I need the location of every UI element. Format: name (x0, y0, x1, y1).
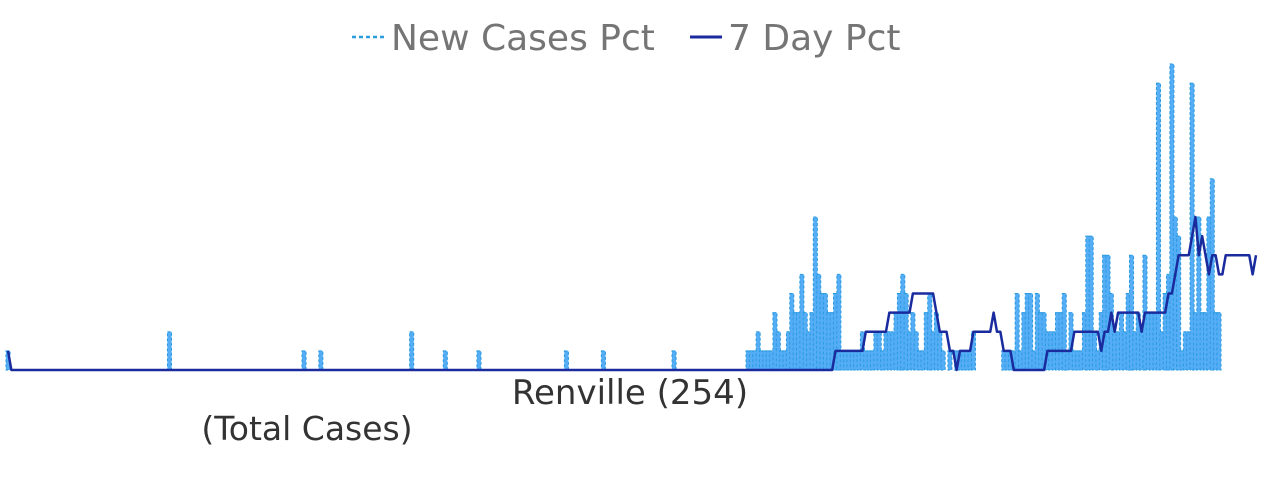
new-cases-bar (318, 350, 324, 371)
new-cases-bar (890, 331, 896, 371)
new-cases-bar (806, 331, 812, 371)
new-cases-bar (563, 350, 569, 371)
new-cases-bar (907, 331, 913, 371)
legend-new-cases-label: New Cases Pct (391, 18, 655, 59)
new-cases-bar (940, 350, 946, 371)
new-cases-bar (409, 331, 415, 371)
new-cases-bar (836, 273, 842, 371)
new-cases-bars (5, 63, 1222, 371)
new-cases-bar (1182, 331, 1188, 371)
new-cases-bar (1115, 331, 1121, 371)
seven-day-line (6, 215, 1258, 372)
new-cases-bar (920, 350, 926, 371)
new-cases-bar (1179, 350, 1185, 371)
new-cases-bar (1176, 235, 1182, 371)
legend-seven-day-label: 7 Day Pct (728, 18, 901, 59)
new-cases-bar (1095, 350, 1101, 371)
new-cases-bar (866, 350, 872, 371)
seven-day-line-group (6, 215, 1258, 372)
new-cases-bar (166, 331, 172, 371)
new-cases-bar (930, 331, 936, 371)
new-cases-bar (917, 350, 923, 371)
new-cases-bar (476, 350, 482, 371)
x-axis-label: Renville (254) (512, 373, 748, 413)
new-cases-bar (1132, 331, 1138, 371)
new-cases-bar (785, 331, 791, 371)
new-cases-bar (863, 350, 869, 371)
new-cases-bar (1155, 82, 1161, 371)
new-cases-bar (1216, 312, 1222, 371)
new-cases-bar (1078, 350, 1084, 371)
new-cases-bar (775, 331, 781, 371)
total-cases-label: (Total Cases) (201, 409, 412, 448)
new-cases-bar (671, 350, 677, 371)
new-cases-bar (755, 331, 761, 371)
new-cases-bar (880, 350, 886, 371)
new-cases-bar (442, 350, 448, 371)
new-cases-bar (913, 331, 919, 371)
new-cases-bar (947, 350, 953, 371)
new-cases-bar (301, 350, 307, 371)
new-cases-bar (1061, 293, 1067, 371)
new-cases-bar (886, 331, 892, 371)
new-cases-bar (1088, 235, 1094, 371)
new-cases-bar (600, 350, 606, 371)
new-cases-bar (1196, 216, 1202, 371)
legend: New Cases Pct 7 Day Pct (352, 18, 901, 59)
new-cases-bar (1186, 331, 1192, 371)
new-cases-bar (1122, 331, 1128, 371)
new-cases-bar (1159, 331, 1165, 371)
new-cases-bar (1075, 350, 1081, 371)
new-cases-bar (1071, 350, 1077, 371)
new-cases-bar (870, 350, 876, 371)
new-cases-bar (1209, 178, 1215, 371)
